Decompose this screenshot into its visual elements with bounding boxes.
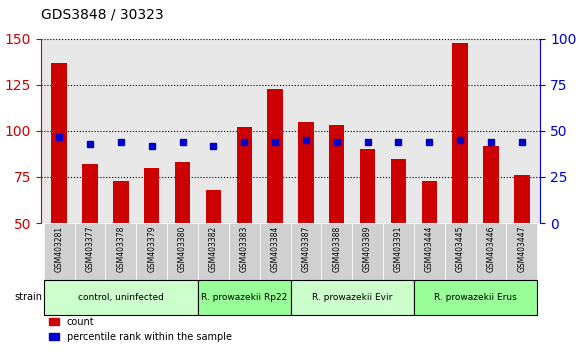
Legend: count, percentile rank within the sample: count, percentile rank within the sample	[45, 313, 236, 346]
Text: GSM403382: GSM403382	[209, 226, 218, 272]
Text: GSM403446: GSM403446	[486, 226, 496, 272]
Text: GSM403377: GSM403377	[85, 226, 95, 272]
Text: control, uninfected: control, uninfected	[78, 293, 164, 302]
Text: GSM403391: GSM403391	[394, 226, 403, 272]
Bar	[175, 162, 190, 223]
FancyBboxPatch shape	[137, 223, 167, 280]
Text: GSM403444: GSM403444	[425, 226, 434, 272]
Text: GDS3848 / 30323: GDS3848 / 30323	[41, 7, 163, 21]
FancyBboxPatch shape	[476, 223, 507, 280]
Bar	[236, 127, 252, 223]
FancyBboxPatch shape	[44, 280, 198, 315]
Bar	[329, 125, 345, 223]
Bar	[360, 149, 375, 223]
FancyBboxPatch shape	[290, 280, 414, 315]
FancyBboxPatch shape	[260, 223, 290, 280]
Text: R. prowazekii Erus: R. prowazekii Erus	[434, 293, 517, 302]
FancyBboxPatch shape	[167, 223, 198, 280]
Text: GSM403378: GSM403378	[116, 226, 125, 272]
Text: strain: strain	[14, 292, 42, 302]
Text: GSM403447: GSM403447	[517, 226, 526, 272]
FancyBboxPatch shape	[44, 223, 74, 280]
FancyBboxPatch shape	[414, 223, 444, 280]
FancyBboxPatch shape	[444, 223, 476, 280]
Text: GSM403384: GSM403384	[271, 226, 279, 272]
FancyBboxPatch shape	[290, 223, 321, 280]
Bar	[514, 175, 529, 223]
Text: R. prowazekii Evir: R. prowazekii Evir	[312, 293, 392, 302]
Text: GSM403445: GSM403445	[456, 226, 465, 272]
Text: GSM403380: GSM403380	[178, 226, 187, 272]
Bar	[113, 181, 128, 223]
Bar	[144, 168, 159, 223]
Text: GSM403383: GSM403383	[240, 226, 249, 272]
Text: GSM403387: GSM403387	[302, 226, 310, 272]
FancyBboxPatch shape	[198, 223, 229, 280]
FancyBboxPatch shape	[507, 223, 537, 280]
Bar	[52, 63, 67, 223]
FancyBboxPatch shape	[198, 280, 290, 315]
FancyBboxPatch shape	[229, 223, 260, 280]
FancyBboxPatch shape	[352, 223, 383, 280]
FancyBboxPatch shape	[383, 223, 414, 280]
Bar	[267, 88, 283, 223]
Bar	[483, 146, 498, 223]
Bar	[83, 164, 98, 223]
Text: GSM403388: GSM403388	[332, 226, 341, 272]
Text: R. prowazekii Rp22: R. prowazekii Rp22	[201, 293, 288, 302]
Text: GSM403379: GSM403379	[147, 226, 156, 272]
FancyBboxPatch shape	[414, 280, 537, 315]
Text: GSM403389: GSM403389	[363, 226, 372, 272]
Bar	[298, 122, 314, 223]
FancyBboxPatch shape	[74, 223, 105, 280]
Text: GSM403281: GSM403281	[55, 226, 64, 272]
Bar	[453, 42, 468, 223]
Bar	[206, 190, 221, 223]
Bar	[422, 181, 437, 223]
FancyBboxPatch shape	[105, 223, 137, 280]
Bar	[391, 159, 406, 223]
FancyBboxPatch shape	[321, 223, 352, 280]
